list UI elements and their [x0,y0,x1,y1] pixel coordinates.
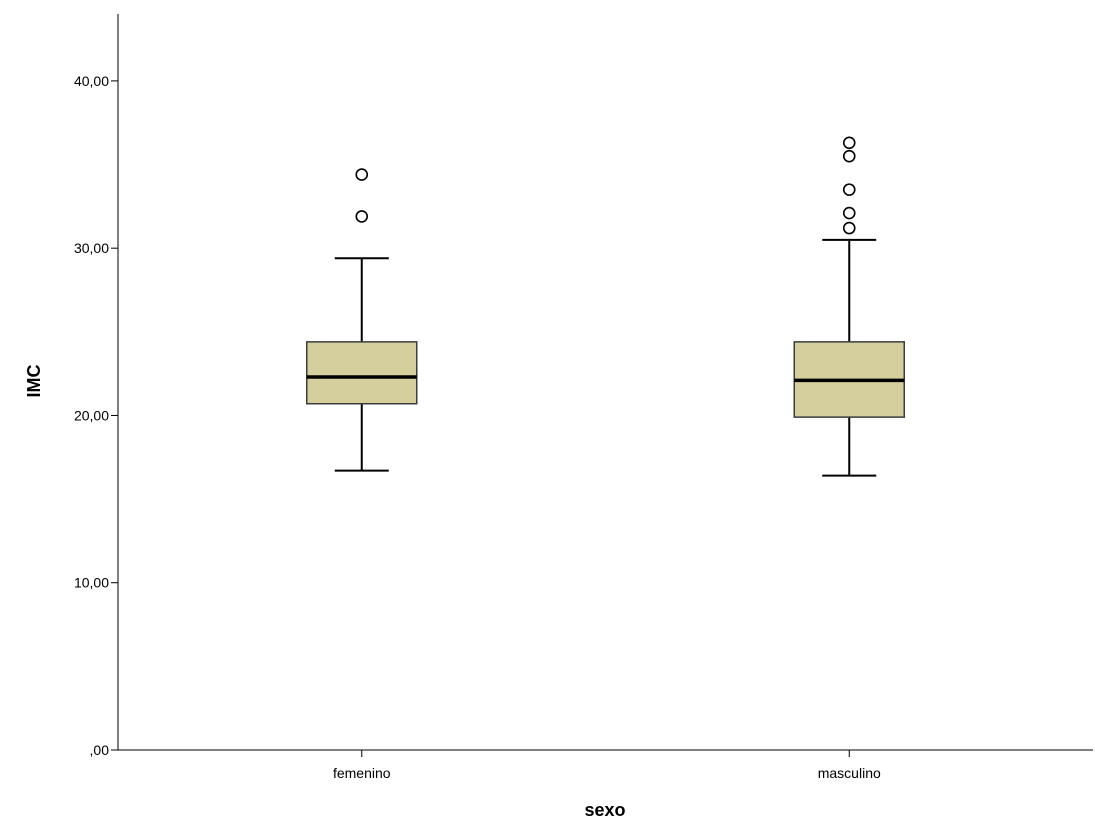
axes [117,14,1093,751]
x-tick-label: femenino [333,765,391,781]
outlier-point [355,168,369,181]
x-tick-label: masculino [818,765,881,781]
y-tick-label: 20,00 [74,407,109,423]
outlier-point [842,136,856,150]
iqr-box [306,341,418,405]
y-tick-label: 40,00 [74,73,109,89]
y-axis-ticks: ,00 10,00 20,00 30,00 40,00 [74,73,118,758]
x-axis-ticks: femenino masculino [333,750,881,781]
box-femenino [306,168,418,472]
outlier-point [842,221,856,235]
outlier-point [842,206,856,220]
y-axis-title: IMC [24,365,44,398]
outlier-point [355,210,369,223]
y-tick-label: 10,00 [74,575,109,591]
x-axis-title: sexo [584,800,625,820]
outlier-point [842,149,856,163]
box-masculino [793,136,905,477]
outlier-point [842,183,856,196]
boxes [306,136,905,477]
y-tick-label: ,00 [90,742,110,758]
y-tick-label: 30,00 [74,240,109,256]
